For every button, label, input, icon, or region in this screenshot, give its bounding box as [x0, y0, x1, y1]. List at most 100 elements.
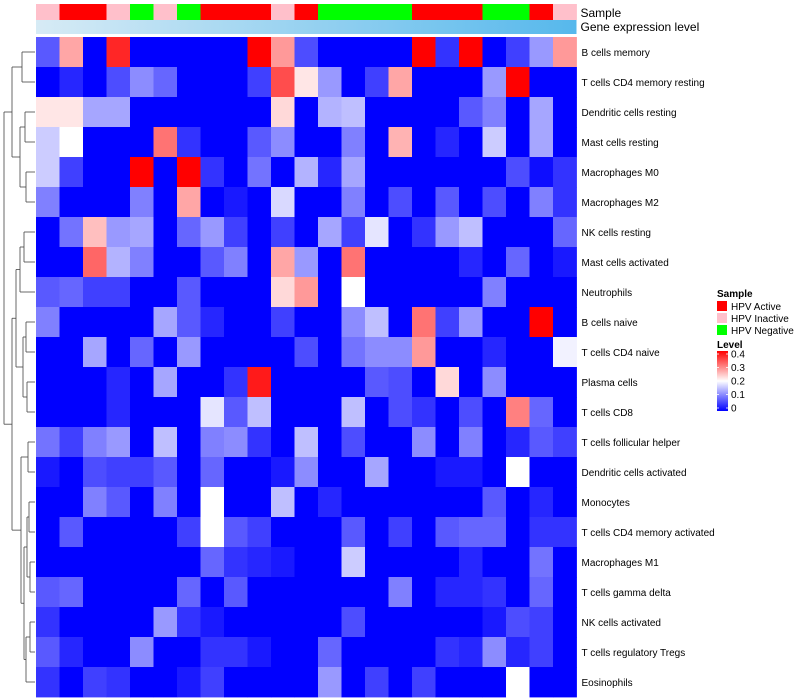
heatmap-cell: [341, 397, 366, 428]
heatmap-cell: [177, 187, 201, 218]
heatmap-cell: [200, 37, 225, 68]
heatmap-cell: [459, 367, 483, 398]
heatmap-cell: [412, 127, 436, 158]
heatmap-cell: [271, 217, 295, 248]
heatmap-cell: [482, 607, 507, 638]
heatmap-cell: [59, 37, 84, 68]
heatmap-cell: [459, 127, 483, 158]
heatmap-cell: [365, 247, 389, 278]
heatmap-cell: [200, 127, 225, 158]
heatmap-cell: [482, 577, 507, 608]
heatmap-cell: [365, 277, 389, 308]
row-label: Mast cells resting: [582, 138, 659, 149]
heatmap-cell: [388, 217, 413, 248]
heatmap-cell: [435, 367, 460, 398]
heatmap-cell: [341, 547, 366, 578]
heatmap-cell: [36, 67, 60, 98]
heatmap-cell: [271, 187, 295, 218]
row-label: Dendritic cells resting: [582, 108, 677, 119]
heatmap-cell: [318, 127, 342, 158]
heatmap-cell: [106, 367, 131, 398]
heatmap-cell: [388, 487, 413, 518]
heatmap-cell: [247, 427, 272, 458]
heatmap-cell: [318, 577, 342, 608]
heatmap-cell: [341, 487, 366, 518]
row-label: Macrophages M1: [582, 558, 660, 569]
heatmap-cell: [459, 187, 483, 218]
heatmap-cell: [529, 517, 554, 548]
heatmap-cell: [318, 517, 342, 548]
heatmap-cell: [365, 157, 389, 188]
heatmap-cell: [247, 517, 272, 548]
heatmap-cell: [83, 457, 107, 488]
heatmap-cell: [365, 67, 389, 98]
heatmap-cell: [365, 217, 389, 248]
heatmap-cell: [247, 67, 272, 98]
heatmap-cell: [224, 487, 248, 518]
heatmap-cell: [247, 187, 272, 218]
heatmap-cell: [318, 547, 342, 578]
heatmap-cells: [36, 37, 577, 698]
heatmap-cell: [553, 397, 577, 428]
heatmap-cell: [59, 217, 84, 248]
heatmap-cell: [294, 607, 319, 638]
heatmap-cell: [130, 277, 154, 308]
heatmap-cell: [529, 307, 554, 338]
heatmap-cell: [177, 577, 201, 608]
heatmap-cell: [36, 397, 60, 428]
gene-expression-annotation-bar: [36, 20, 577, 34]
heatmap-cell: [224, 67, 248, 98]
sample-annotation-cell: [59, 4, 84, 20]
heatmap-cell: [36, 607, 60, 638]
heatmap-cell: [224, 127, 248, 158]
heatmap-cell: [459, 217, 483, 248]
heatmap-cell: [435, 127, 460, 158]
heatmap-cell: [529, 127, 554, 158]
heatmap-cell: [482, 277, 507, 308]
heatmap-cell: [106, 667, 131, 698]
sample-annotation-cell: [318, 4, 342, 20]
heatmap-cell: [130, 217, 154, 248]
heatmap-cell: [247, 217, 272, 248]
heatmap-cell: [294, 67, 319, 98]
heatmap-cell: [59, 247, 84, 278]
heatmap-cell: [83, 637, 107, 668]
row-label: T cells regulatory Tregs: [582, 648, 686, 659]
heatmap-cell: [506, 187, 530, 218]
heatmap-cell: [247, 367, 272, 398]
heatmap-cell: [224, 547, 248, 578]
heatmap-cell: [435, 427, 460, 458]
row-dendrogram: [3, 51, 35, 683]
row-label: T cells CD4 naive: [582, 348, 661, 359]
sample-annotation-cell: [365, 4, 389, 20]
heatmap-cell: [247, 487, 272, 518]
heatmap-cell: [388, 547, 413, 578]
heatmap-cell: [553, 457, 577, 488]
sample-annotation-cell: [482, 4, 507, 20]
heatmap-cell: [83, 607, 107, 638]
heatmap-cell: [482, 547, 507, 578]
heatmap-cell: [130, 607, 154, 638]
heatmap-cell: [177, 457, 201, 488]
heatmap-cell: [412, 367, 436, 398]
heatmap-cell: [36, 247, 60, 278]
heatmap-cell: [153, 367, 178, 398]
heatmap-cell: [506, 577, 530, 608]
heatmap-cell: [506, 427, 530, 458]
heatmap-cell: [459, 547, 483, 578]
heatmap-cell: [294, 247, 319, 278]
heatmap-cell: [83, 67, 107, 98]
heatmap-cell: [506, 127, 530, 158]
heatmap-cell: [294, 427, 319, 458]
heatmap-cell: [482, 247, 507, 278]
heatmap-cell: [130, 247, 154, 278]
heatmap-cell: [529, 547, 554, 578]
heatmap-cell: [412, 457, 436, 488]
heatmap-cell: [83, 37, 107, 68]
heatmap-cell: [412, 487, 436, 518]
heatmap-cell: [130, 97, 154, 128]
heatmap-cell: [36, 217, 60, 248]
heatmap-cell: [506, 217, 530, 248]
heatmap-cell: [294, 367, 319, 398]
heatmap-cell: [59, 157, 84, 188]
